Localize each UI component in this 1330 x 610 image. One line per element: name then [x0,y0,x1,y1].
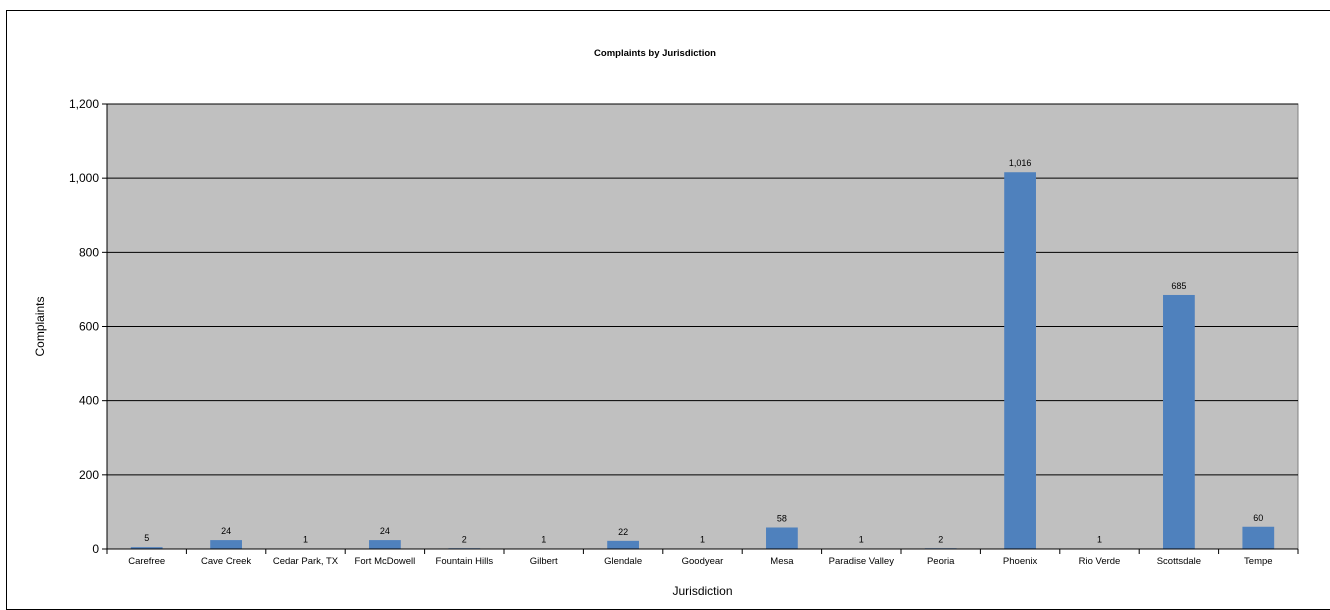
bar [130,547,163,549]
bar [369,540,401,549]
bar [1242,526,1275,549]
x-axis-title: Jurisdiction [672,584,732,598]
y-tick-label: 600 [79,320,99,334]
bars [130,172,1275,550]
y-tick-label: 1,200 [69,97,99,111]
x-axis-ticks: Carefree Cave Creek Cedar Park, TX Fort McD… [106,549,1299,567]
x-tick-label: Phoenix [1003,556,1038,567]
x-tick-label: Scottsdale [1157,556,1201,567]
x-tick-label: Gilbert [530,556,558,567]
x-tick-label: Cave Creek [201,556,251,567]
data-label: 1 [700,535,705,545]
x-tick-label: Goodyear [682,556,724,567]
x-tick-label: Tempe [1244,556,1273,567]
y-axis-title: Complaints [33,296,47,356]
bar [1163,294,1195,549]
data-label: 1 [303,535,308,545]
y-tick-label: 1,000 [69,171,99,185]
data-label: 5 [144,533,149,543]
y-tick-label: 400 [79,394,99,408]
x-tick-label: Fort McDowell [355,556,416,567]
x-tick-label: Carefree [128,556,165,567]
data-labels: 5 24 1 24 2 1 22 1 58 1 2 1,016 1 685 60 [144,158,1263,544]
x-tick-label: Glendale [604,556,642,567]
bar [210,540,242,549]
x-tick-label: Paradise Valley [829,556,895,567]
data-label: 685 [1171,281,1186,291]
x-tick-label: Fountain Hills [436,556,494,567]
data-label: 1 [541,535,546,545]
y-tick-label: 800 [79,245,99,259]
gridlines [107,103,1298,476]
y-tick-label: 0 [92,542,99,556]
x-tick-label: Peoria [927,556,955,567]
data-label: 60 [1253,513,1263,523]
x-tick-label: Mesa [770,556,794,567]
x-tick-label: Rio Verde [1079,556,1121,567]
data-label: 2 [938,534,943,544]
data-label: 1 [1097,535,1102,545]
data-label: 24 [221,526,231,536]
bar [607,540,639,549]
data-label: 1 [859,535,864,545]
y-axis-ticks: 0 200 400 600 800 1,000 1,200 [69,97,107,556]
data-label: 22 [618,527,628,537]
data-label: 24 [380,526,390,536]
data-label: 58 [777,513,787,523]
data-label: 1,016 [1009,158,1032,168]
bar [766,527,798,549]
bar [1004,172,1036,549]
x-tick-label: Cedar Park, TX [273,556,339,567]
data-label: 2 [462,534,467,544]
y-tick-label: 200 [79,468,99,482]
chart-title: Complaints by Jurisdiction [594,48,716,59]
